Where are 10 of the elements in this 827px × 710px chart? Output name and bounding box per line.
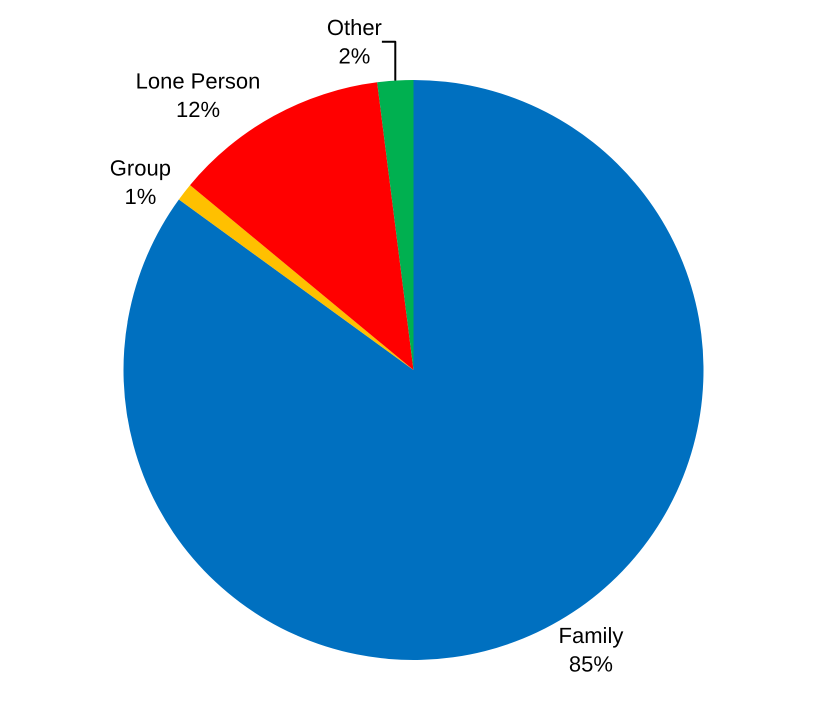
data-label: 85% — [568, 651, 613, 676]
slice-label: Family — [558, 622, 624, 648]
slice-label: Other — [326, 14, 382, 40]
data-label: 12% — [176, 97, 220, 122]
pie-slice — [178, 185, 414, 370]
data-label: 1% — [124, 184, 156, 209]
pie-slice — [377, 80, 414, 370]
data-label: 2% — [338, 43, 370, 68]
slice-label: Lone Person — [136, 68, 260, 94]
slice-label: Group — [110, 155, 171, 180]
